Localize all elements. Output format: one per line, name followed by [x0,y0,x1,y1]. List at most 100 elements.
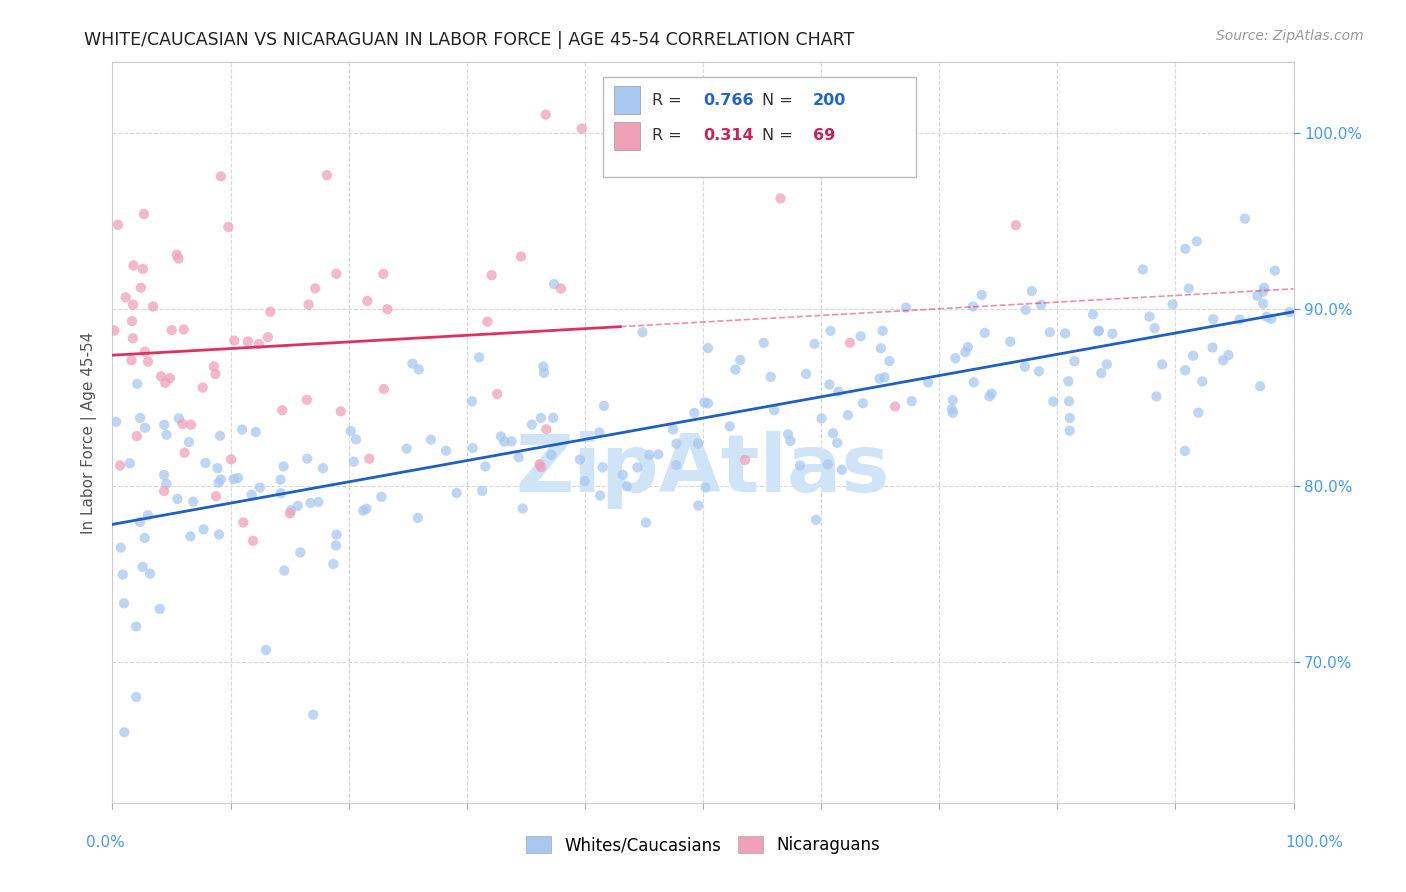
Point [769,191,792,205]
Point [508,450,530,465]
Point [955,345,977,359]
Point [461,394,484,409]
Point [153,417,176,432]
Point [825,435,848,450]
Point [160,323,183,337]
Point [1177,281,1199,295]
Point [125,690,148,704]
Point [879,354,901,368]
Point [325,527,347,541]
Point [1087,324,1109,338]
Point [299,496,322,510]
Point [1191,375,1213,389]
Point [325,538,347,552]
Point [1152,358,1174,372]
Point [1039,325,1062,339]
Point [789,458,811,473]
Point [550,281,572,295]
Point [295,392,318,407]
Point [1095,357,1118,371]
Point [810,411,832,425]
Point [683,406,706,420]
Point [1182,349,1205,363]
Point [662,422,685,436]
Point [446,486,468,500]
Point [477,315,499,329]
Point [290,545,312,559]
Point [963,376,986,390]
Point [533,366,555,380]
Point [759,370,782,384]
Point [125,429,148,443]
Text: 200: 200 [813,93,846,108]
Point [695,481,717,495]
Point [302,707,325,722]
Point [794,367,817,381]
Point [112,596,135,610]
Point [110,541,132,555]
Point [1251,285,1274,299]
Point [1090,366,1112,380]
Point [173,446,195,460]
Text: 0.314: 0.314 [703,128,754,144]
Point [718,419,741,434]
Point [153,467,176,482]
Point [242,533,264,548]
Point [343,455,366,469]
Point [1251,296,1274,310]
Point [481,268,503,283]
Point [647,447,669,461]
Point [962,300,984,314]
Point [536,422,558,436]
Point [873,370,896,384]
Point [172,417,194,431]
Point [956,340,979,354]
Point [1187,406,1209,420]
Point [942,406,965,420]
Point [344,433,367,447]
Point [134,421,156,435]
Point [1161,297,1184,311]
Point [297,451,319,466]
Point [852,396,875,410]
Point [408,362,430,376]
Point [869,341,891,355]
Point [112,725,135,739]
Point [278,507,301,521]
Point [568,452,591,467]
Point [434,443,457,458]
Point [665,436,688,450]
Point [626,460,648,475]
Point [173,322,195,336]
Point [155,376,177,390]
Point [249,480,271,494]
Point [1201,341,1223,355]
Point [1143,321,1166,335]
Point [373,267,395,281]
Point [827,384,849,399]
Point [1101,326,1123,341]
Point [166,248,188,262]
Bar [614,87,640,114]
Point [259,304,281,318]
Point [312,461,335,475]
Point [592,460,614,475]
Point [474,459,496,474]
Point [1014,359,1036,374]
Point [257,330,280,344]
Point [686,436,709,450]
Point [395,442,418,456]
Point [530,460,553,475]
Point [129,515,152,529]
Point [202,359,225,374]
Point [1054,326,1077,341]
Point [1249,379,1271,393]
Point [471,483,494,498]
Point [204,367,226,381]
Point [1057,394,1080,409]
Point [1174,242,1197,256]
Point [254,643,277,657]
Point [763,403,786,417]
Point [370,490,392,504]
Point [831,463,853,477]
